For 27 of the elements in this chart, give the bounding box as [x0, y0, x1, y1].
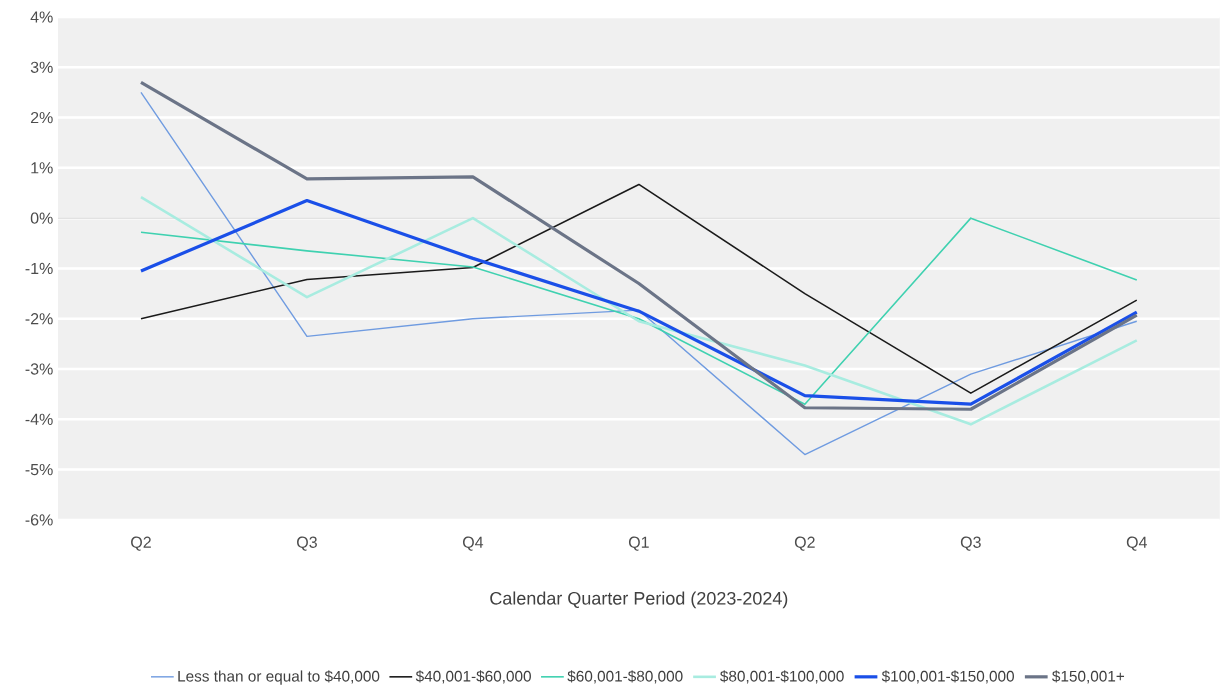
legend-label: $60,001-$80,000 — [567, 670, 683, 684]
y-tick-label: -6% — [25, 514, 53, 526]
legend-label: $40,001-$60,000 — [415, 670, 531, 684]
legend-label: $150,001+ — [1052, 670, 1125, 684]
y-tick-label: -2% — [25, 313, 53, 325]
y-tick-label: 2% — [30, 112, 53, 124]
x-tick-label: Q3 — [297, 536, 317, 551]
x-tick-label: Q2 — [794, 536, 815, 551]
y-tick-label: -5% — [25, 464, 53, 476]
y-tick-label: 1% — [31, 162, 53, 174]
x-tick-label: Q4 — [463, 536, 484, 551]
y-tick-label: -4% — [25, 413, 53, 425]
line-series — [139, 80, 1139, 411]
line-series — [140, 91, 1138, 456]
legend-label: Less than or equal to $40,000 — [178, 670, 380, 685]
legend-label: $100,001-$150,000 — [881, 670, 1014, 684]
x-tick-label: Q2 — [131, 536, 151, 551]
y-tick-label: -3% — [25, 363, 53, 375]
x-tick-label: Q4 — [1126, 536, 1147, 551]
x-tick-label: Q3 — [960, 536, 981, 551]
y-tick-label: 4% — [30, 11, 53, 23]
x-axis-title: Calendar Quarter Period (2023-2024) — [490, 591, 788, 609]
y-tick-label: -1% — [25, 262, 53, 275]
legend-label: $80,001-$100,000 — [720, 670, 844, 684]
y-tick-label: 3% — [30, 61, 53, 74]
x-tick-label: Q1 — [628, 536, 649, 551]
y-tick-label: 0% — [30, 212, 53, 224]
